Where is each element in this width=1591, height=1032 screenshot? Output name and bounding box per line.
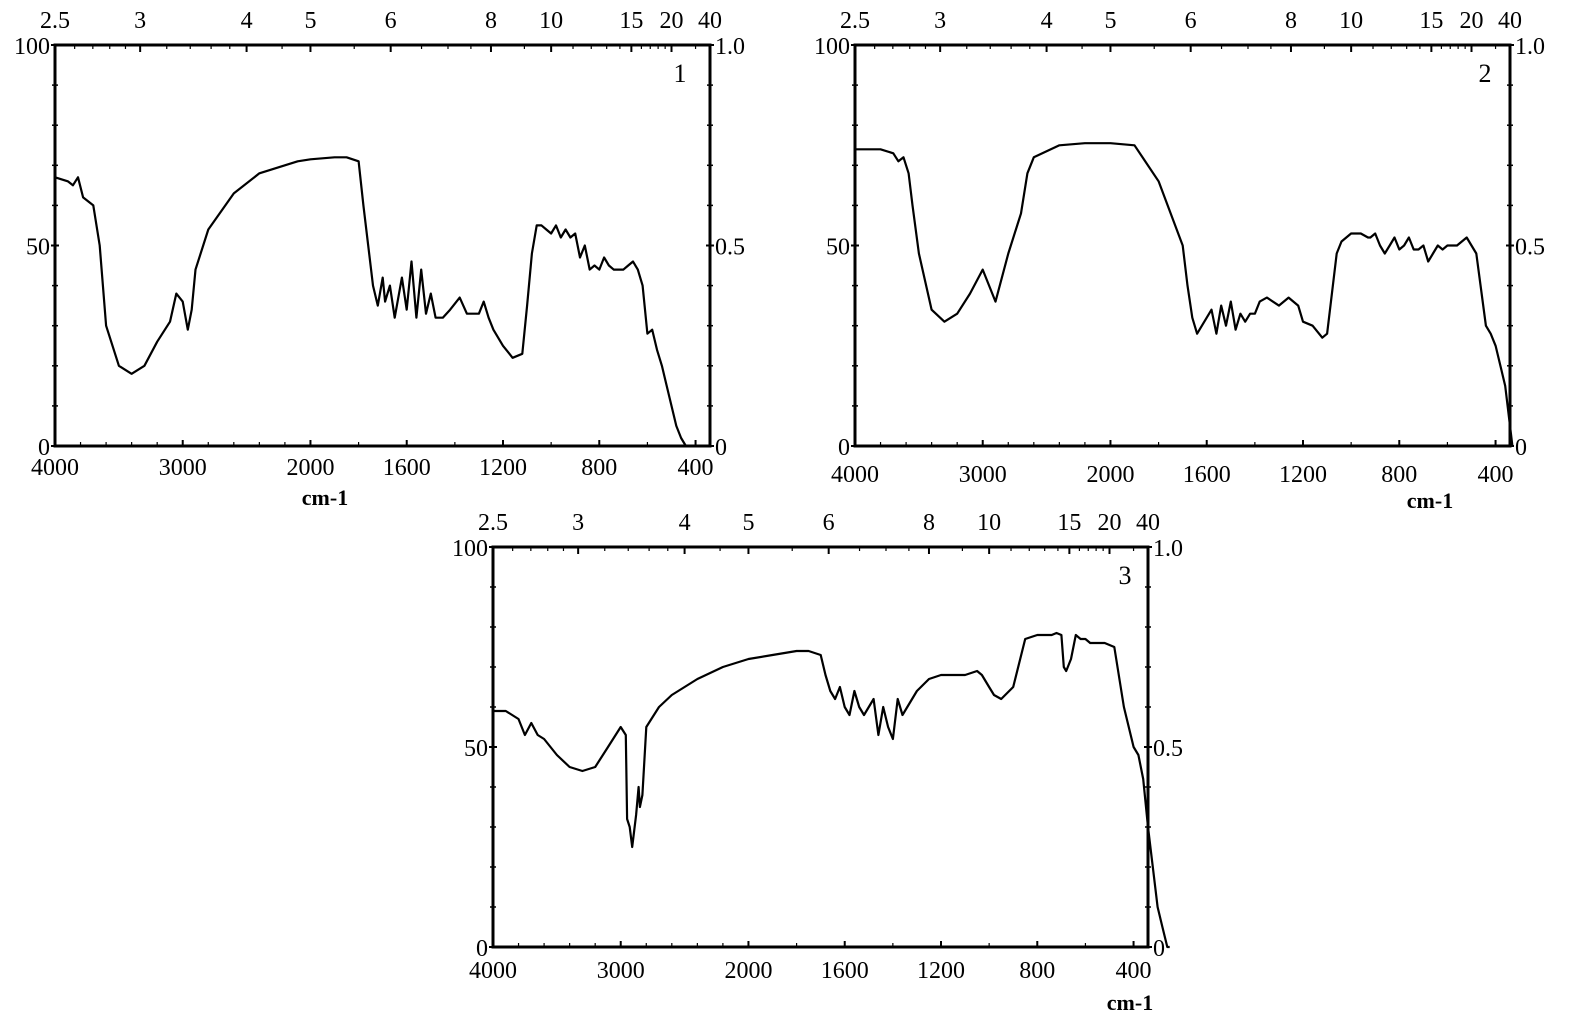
x-bottom-tick-label: 400 <box>1116 958 1152 984</box>
x-top-tick-label: 15 <box>1419 8 1443 34</box>
x-top-tick-label: 10 <box>1339 8 1363 34</box>
x-bottom-tick-label: 1600 <box>821 958 869 984</box>
x-bottom-tick-label: 4000 <box>831 462 879 488</box>
y-right-tick-label: 1.0 <box>1153 536 1183 562</box>
x-top-tick-label: 5 <box>304 8 316 34</box>
spectrum-line <box>855 142 1514 447</box>
x-top-tick-label: 8 <box>485 8 497 34</box>
x-top-tick-label: 15 <box>1057 510 1081 536</box>
y-right-tick-label: 0.5 <box>1153 736 1183 762</box>
x-bottom-tick-label: 800 <box>1019 958 1055 984</box>
x-bottom-tick-label: 1200 <box>479 455 527 481</box>
y-left-tick-label: 50 <box>464 736 488 762</box>
spectrum-line <box>493 631 1170 949</box>
spectrum-panel-3: 0 50 100 0 0.5 1.0 4000 3000 2000 1600 1200 800 400 2… <box>452 510 1183 1015</box>
y-right-tick-label: 0.5 <box>1515 235 1545 261</box>
y-left-tick-label: 50 <box>826 235 850 261</box>
x-top-tick-label: 2.5 <box>40 8 70 34</box>
x-bottom-tick-label: 800 <box>581 455 617 481</box>
x-bottom-tick-label: 1200 <box>1279 462 1327 488</box>
y-left-tick-label: 100 <box>814 34 850 60</box>
y-left-tick-label: 0 <box>838 435 850 461</box>
y-left-tick-label: 100 <box>14 34 50 60</box>
x-bottom-tick-label: 2000 <box>724 958 772 984</box>
plot-frame <box>491 545 1150 949</box>
y-right-tick-label: 0 <box>1515 435 1527 461</box>
x-top-tick-label: 3 <box>134 8 146 34</box>
y-left-tick-label: 0 <box>476 936 488 962</box>
x-top-tick-label: 40 <box>698 8 722 34</box>
x-top-tick-label: 6 <box>823 510 835 536</box>
spectrum-line <box>54 156 694 448</box>
spectrum-panel-2: 0 50 100 0 0.5 1.0 4000 3000 2000 1600 1200 800 400 2… <box>814 8 1545 513</box>
panel-number: 2 <box>1479 59 1492 88</box>
plot-frame <box>53 43 712 448</box>
x-bottom-tick-label: 800 <box>1381 462 1417 488</box>
x-top-tick-label: 40 <box>1136 510 1160 536</box>
y-right-tick-label: 1.0 <box>1515 34 1545 60</box>
x-top-tick-label: 2.5 <box>840 8 870 34</box>
x-top-tick-label: 20 <box>1459 8 1483 34</box>
x-bottom-tick-label: 4000 <box>31 455 79 481</box>
y-left-tick-label: 50 <box>26 235 50 261</box>
x-bottom-tick-label: 400 <box>678 455 714 481</box>
x-bottom-tick-label: 1200 <box>917 958 965 984</box>
y-right-tick-label: 0 <box>1153 936 1165 962</box>
x-top-tick-label: 3 <box>572 510 584 536</box>
x-axis-unit-label: cm-1 <box>302 485 348 510</box>
x-bottom-tick-label: 3000 <box>159 455 207 481</box>
x-top-tick-label: 20 <box>1097 510 1121 536</box>
y-right-tick-label: 1.0 <box>715 34 745 60</box>
x-top-tick-label: 5 <box>742 510 754 536</box>
x-top-tick-label: 20 <box>659 8 683 34</box>
x-top-tick-label: 4 <box>1041 8 1053 34</box>
x-top-tick-label: 6 <box>1185 8 1197 34</box>
x-top-tick-label: 8 <box>1285 8 1297 34</box>
x-top-tick-label: 8 <box>923 510 935 536</box>
spectrum-panel-1: 0 50 100 0 0.5 1.0 4000 3000 2000 1600 1200 800 400 2… <box>14 8 745 510</box>
x-top-tick-label: 2.5 <box>478 510 508 536</box>
panel-number: 3 <box>1119 561 1132 590</box>
x-top-tick-label: 4 <box>241 8 253 34</box>
panel-number: 1 <box>674 59 687 88</box>
x-bottom-tick-label: 1600 <box>383 455 431 481</box>
x-top-tick-label: 40 <box>1498 8 1522 34</box>
y-left-tick-label: 0 <box>38 435 50 461</box>
x-top-tick-label: 15 <box>619 8 643 34</box>
x-top-tick-label: 6 <box>385 8 397 34</box>
x-bottom-tick-label: 3000 <box>959 462 1007 488</box>
x-bottom-tick-label: 400 <box>1478 462 1514 488</box>
x-top-tick-label: 3 <box>934 8 946 34</box>
y-left-tick-label: 100 <box>452 536 488 562</box>
x-bottom-tick-label: 1600 <box>1183 462 1231 488</box>
x-top-tick-label: 10 <box>539 8 563 34</box>
x-top-tick-label: 5 <box>1104 8 1116 34</box>
x-bottom-tick-label: 3000 <box>597 958 645 984</box>
x-bottom-tick-label: 2000 <box>1086 462 1134 488</box>
x-bottom-tick-label: 4000 <box>469 958 517 984</box>
x-axis-unit-label: cm-1 <box>1107 990 1153 1015</box>
y-right-tick-label: 0 <box>715 435 727 461</box>
x-axis-unit-label: cm-1 <box>1407 488 1453 513</box>
x-top-tick-label: 10 <box>977 510 1001 536</box>
x-top-tick-label: 4 <box>679 510 691 536</box>
x-bottom-tick-label: 2000 <box>286 455 334 481</box>
y-right-tick-label: 0.5 <box>715 235 745 261</box>
